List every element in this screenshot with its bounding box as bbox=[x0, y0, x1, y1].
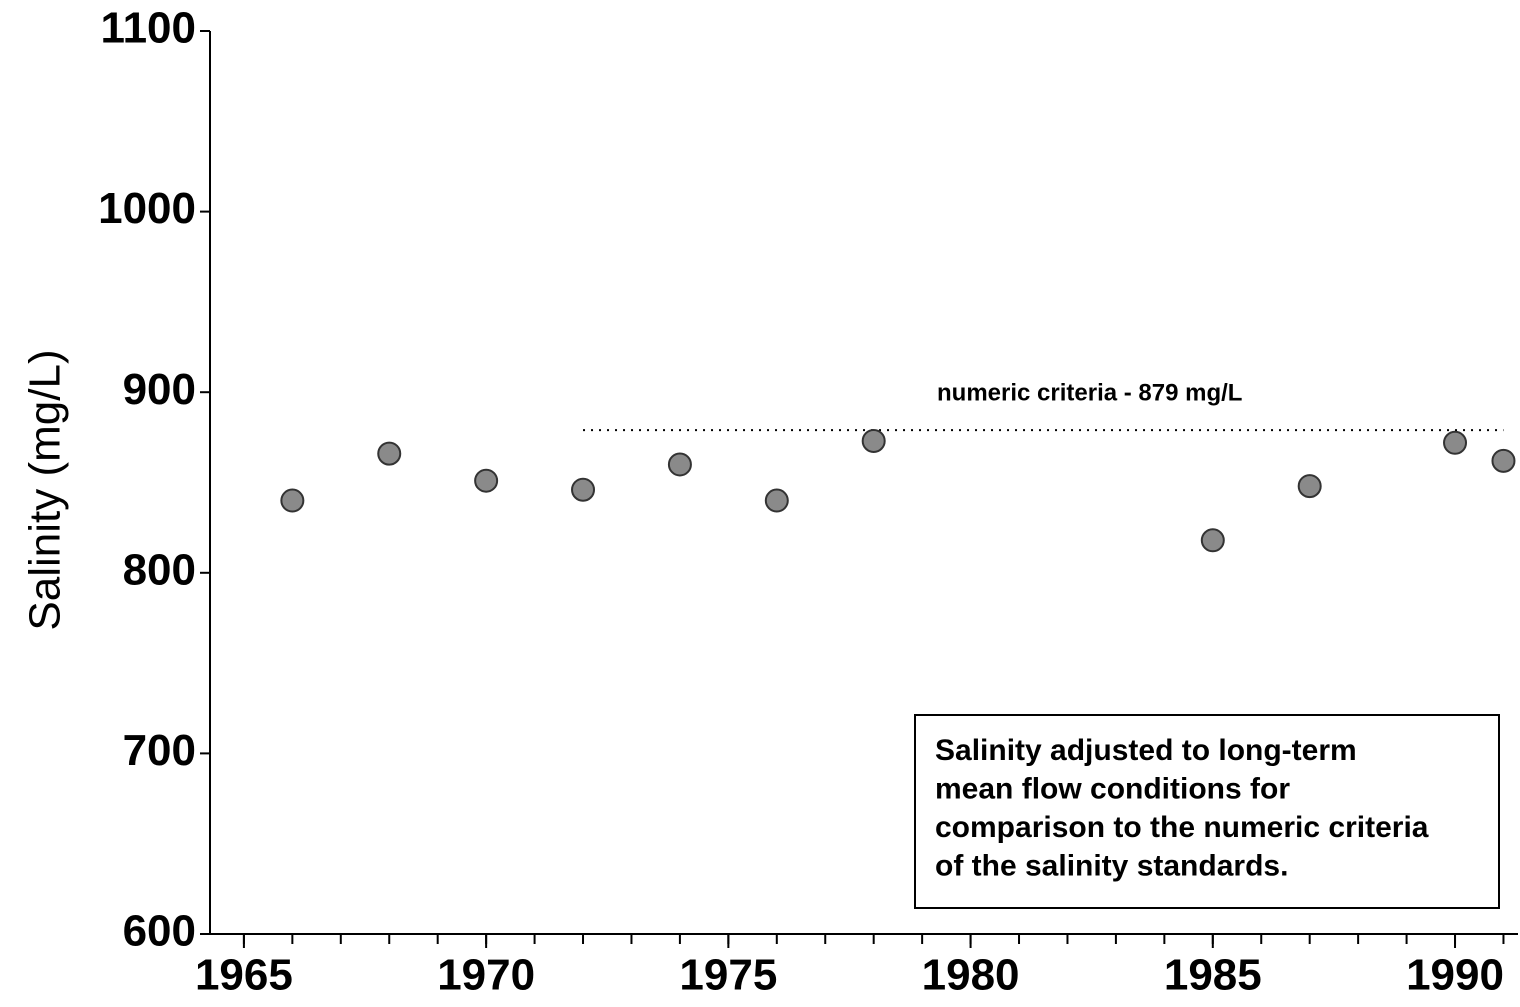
point bbox=[1491, 448, 1516, 473]
x-tick-label: 1990 bbox=[1406, 951, 1504, 1000]
point bbox=[571, 477, 596, 502]
x-tick-label: 1970 bbox=[437, 951, 535, 1000]
x-tick-label: 1975 bbox=[679, 951, 777, 1000]
point bbox=[1297, 474, 1322, 499]
annotation-line: mean flow conditions for bbox=[935, 772, 1290, 805]
y-tick-label: 1000 bbox=[98, 184, 196, 233]
y-tick-label: 700 bbox=[123, 726, 196, 775]
y-tick-label: 900 bbox=[123, 365, 196, 414]
annotation-line: of the salinity standards. bbox=[935, 849, 1288, 882]
annotation-line: Salinity adjusted to long-term bbox=[935, 734, 1357, 767]
y-tick-label: 800 bbox=[123, 545, 196, 594]
reference-label: numeric criteria - 879 mg/L bbox=[937, 379, 1242, 406]
point bbox=[377, 441, 402, 466]
x-tick-label: 1980 bbox=[922, 951, 1020, 1000]
x-tick-label: 1965 bbox=[195, 951, 293, 1000]
y-tick-label: 600 bbox=[123, 907, 196, 956]
point bbox=[861, 428, 886, 453]
point bbox=[280, 488, 305, 513]
point bbox=[474, 468, 499, 493]
annotation-line: comparison to the numeric criteria bbox=[935, 811, 1429, 844]
x-tick-label: 1985 bbox=[1164, 951, 1262, 1000]
point bbox=[1443, 430, 1468, 455]
point bbox=[764, 488, 789, 513]
annotation-box bbox=[914, 714, 1500, 909]
y-tick-label: 1100 bbox=[101, 4, 196, 53]
point bbox=[667, 452, 692, 477]
y-axis-label: Salinity (mg/L) bbox=[21, 349, 70, 630]
point bbox=[1200, 528, 1225, 553]
